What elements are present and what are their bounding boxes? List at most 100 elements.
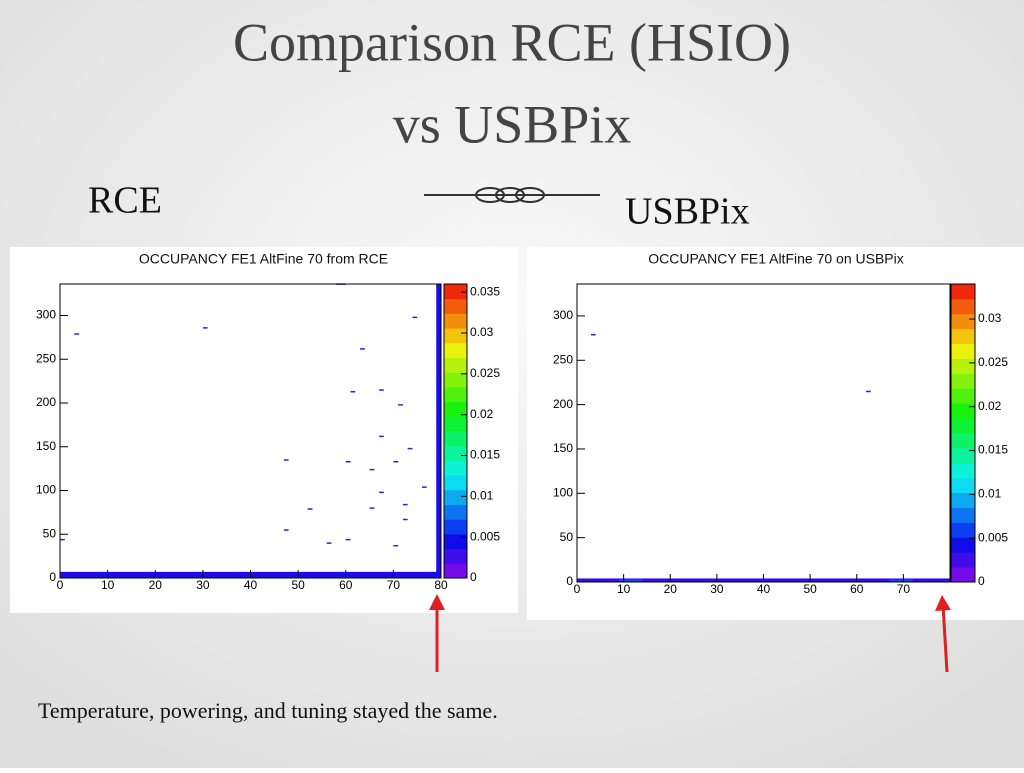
x-tick-label: 0 [57, 578, 64, 592]
colorbar-band [951, 373, 975, 389]
colorbar-band [951, 492, 975, 508]
x-tick-label: 70 [387, 578, 401, 592]
right-label: USBPix [625, 191, 750, 233]
colorbar-band [951, 328, 975, 345]
colorbar-band [951, 433, 975, 449]
colorbar-band [444, 284, 467, 300]
y-tick-label: 0 [566, 574, 573, 588]
heatmap-cell [307, 508, 313, 510]
x-tick-label: 20 [664, 582, 678, 596]
y-tick-label: 100 [36, 483, 56, 497]
y-tick-label: 50 [43, 526, 57, 540]
y-tick-label: 250 [553, 352, 573, 366]
x-tick-label: 40 [244, 578, 258, 592]
x-tick-label: 60 [339, 578, 353, 592]
footer: Temperature, powering, and tuning stayed… [38, 698, 498, 723]
colorbar-band [444, 416, 467, 432]
z-tick-label: 0.03 [470, 325, 494, 339]
chart-panel [527, 247, 1024, 620]
colorbar-band [951, 388, 975, 404]
y-tick-label: 150 [36, 439, 56, 453]
y-tick-label: 250 [36, 351, 56, 365]
y-tick-label: 200 [553, 397, 573, 411]
x-tick-label: 10 [101, 578, 115, 592]
colorbar-band [951, 552, 975, 568]
x-tick-label: 0 [574, 582, 581, 596]
z-tick-label: 0.005 [978, 530, 1008, 544]
y-tick-label: 300 [553, 308, 573, 322]
heatmap-cell [379, 389, 384, 391]
colorbar-band [951, 313, 975, 330]
heatmap-cell [590, 333, 596, 336]
chart-title: OCCUPANCY FE1 AltFine 70 on USBPix [648, 251, 903, 267]
heatmap-cell [618, 579, 643, 582]
colorbar-band [444, 504, 467, 520]
x-tick-label: 60 [850, 582, 864, 596]
y-tick-label: 100 [553, 485, 573, 499]
colorbar-band [951, 567, 975, 583]
colorbar-band [444, 445, 467, 461]
heatmap-cell [402, 518, 408, 521]
y-tick-label: 0 [49, 570, 56, 584]
x-tick-label: 30 [710, 582, 724, 596]
heatmap-cell [407, 447, 413, 450]
y-tick-label: 50 [560, 530, 574, 544]
chart-title: OCCUPANCY FE1 AltFine 70 from RCE [139, 251, 388, 267]
colorbar-band [444, 548, 467, 564]
z-tick-label: 0.005 [470, 529, 500, 543]
heatmap-cell [436, 284, 441, 578]
heatmap-cell [283, 459, 289, 461]
colorbar-band [444, 298, 467, 314]
x-tick-label: 50 [291, 578, 305, 592]
heatmap-cell [866, 390, 871, 393]
x-tick-label: 80 [434, 578, 448, 592]
colorbar-band [444, 431, 467, 447]
slide-title: Comparison RCE (HSIO) [233, 12, 791, 72]
colorbar-band [444, 386, 467, 403]
colorbar-band [444, 460, 467, 476]
heatmap-cell [326, 542, 332, 544]
heatmap-cell [369, 507, 375, 509]
x-tick-label: 10 [617, 582, 631, 596]
colorbar-band [951, 358, 975, 374]
z-tick-label: 0.02 [978, 399, 1002, 413]
colorbar-band [444, 328, 467, 344]
y-tick-label: 300 [36, 308, 56, 322]
heatmap-cell [345, 461, 351, 463]
heatmap-cell [379, 435, 384, 438]
colorbar-band [444, 533, 467, 550]
heatmap-cell [350, 391, 356, 393]
heatmap-cell [421, 486, 427, 488]
heatmap-cell [74, 333, 80, 335]
z-tick-label: 0.02 [470, 407, 494, 421]
z-tick-label: 0.03 [978, 311, 1002, 325]
y-tick-label: 200 [36, 395, 56, 409]
colorbar-band [444, 401, 467, 417]
z-tick-label: 0.01 [978, 487, 1002, 501]
z-tick-label: 0.015 [470, 448, 500, 462]
z-tick-label: 0.01 [470, 489, 494, 503]
z-tick-label: 0.025 [978, 355, 1008, 369]
heatmap-cell [345, 538, 351, 541]
heatmap-cell [393, 461, 399, 463]
heatmap-cell [283, 529, 289, 531]
colorbar-band [951, 418, 975, 434]
colorbar-band [444, 475, 467, 491]
x-tick-label: 20 [149, 578, 163, 592]
colorbar-band [951, 522, 975, 538]
colorbar-band [444, 313, 467, 329]
colorbar-band [444, 489, 467, 505]
z-tick-label: 0.015 [978, 443, 1008, 457]
heatmap-cell [360, 348, 365, 350]
colorbar-band [444, 357, 467, 373]
heatmap-cell [402, 503, 408, 506]
heatmap-cell [60, 538, 65, 541]
x-tick-label: 40 [757, 582, 771, 596]
slide-title: vs USBPix [393, 94, 632, 154]
x-tick-label: 30 [196, 578, 210, 592]
colorbar-band [951, 462, 975, 479]
colorbar-band [444, 342, 467, 358]
colorbar-band [951, 447, 975, 464]
